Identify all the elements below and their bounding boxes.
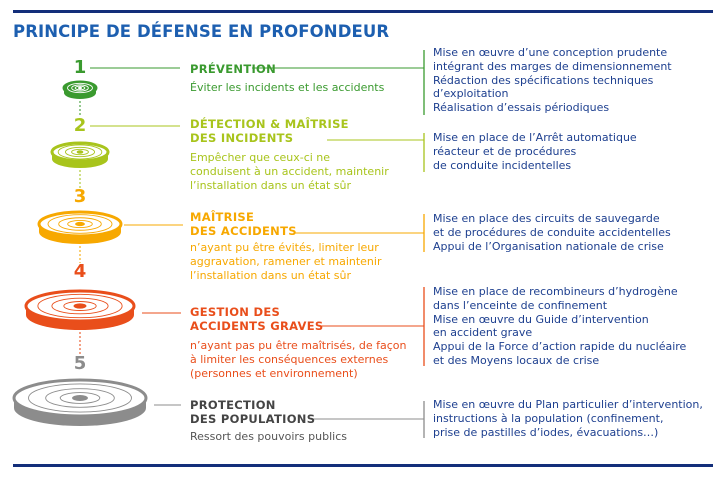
level-title: PROTECTION DES POPULATIONS bbox=[190, 398, 315, 426]
disc-ring bbox=[71, 148, 89, 156]
disc-ring bbox=[57, 144, 103, 160]
level-number: 1 bbox=[73, 57, 87, 78]
level-description: n’ayant pu être évités, limiter leur aggr… bbox=[190, 241, 381, 283]
description-line: Éviter les incidents et les accidents bbox=[190, 81, 385, 94]
level-description: n’ayant pas pu être maîtrisés, de façon à… bbox=[190, 339, 407, 381]
measure-line: d’exploitation bbox=[433, 87, 509, 101]
description-line: Empêcher que ceux-ci ne bbox=[190, 151, 331, 164]
measure-line: réacteur et de procédures bbox=[433, 144, 577, 158]
disc-ring bbox=[59, 392, 101, 404]
description-line: n’ayant pu être évités, limiter leur bbox=[190, 241, 379, 254]
measure-line: Mise en place des circuits de sauvegarde bbox=[433, 212, 660, 225]
bottom-rule bbox=[13, 464, 713, 467]
level-title-line: DES INCIDENTS bbox=[190, 131, 294, 145]
level-number: 4 bbox=[73, 261, 87, 282]
level-description: Ressort des pouvoirs publics bbox=[190, 430, 347, 444]
description-line: à limiter les conséquences externes bbox=[190, 353, 389, 366]
disc-center bbox=[75, 221, 85, 227]
level-measures: Mise en place de l’Arrêt automatique réac… bbox=[433, 131, 637, 172]
disc-center bbox=[76, 150, 84, 154]
level-number: 5 bbox=[73, 353, 87, 374]
disc-ring bbox=[67, 82, 93, 94]
page-title: PRINCIPE DE DÉFENSE EN PROFONDEUR bbox=[13, 22, 390, 41]
measure-line: et de procédures de conduite accidentell… bbox=[433, 225, 671, 239]
disc-ring bbox=[64, 146, 96, 158]
disc-ring bbox=[47, 214, 113, 234]
measure-line: et des Moyens locaux de crise bbox=[433, 353, 600, 367]
disc-ring bbox=[74, 85, 86, 91]
disc-center bbox=[73, 303, 87, 309]
measure-line: Mise en place de l’Arrêt automatique bbox=[433, 131, 637, 144]
level-title: GESTION DES ACCIDENTS GRAVES bbox=[190, 305, 323, 333]
level-description: Empêcher que ceux-ci ne conduisent à un a… bbox=[190, 151, 389, 193]
measure-line: dans l’enceinte de confinement bbox=[433, 298, 608, 312]
top-rule bbox=[13, 10, 713, 13]
level-title: DÉTECTION & MAÎTRISE DES INCIDENTS bbox=[190, 117, 349, 145]
disc-ring bbox=[45, 388, 115, 408]
description-line: n’ayant pas pu être maîtrisés, de façon bbox=[190, 339, 407, 352]
level-number: 2 bbox=[73, 115, 87, 136]
description-line: Ressort des pouvoirs publics bbox=[190, 430, 347, 443]
disc-ring bbox=[58, 217, 102, 231]
description-line: aggravation, ramener et maintenir bbox=[190, 255, 382, 268]
measure-line: intégrant des marges de dimensionnement bbox=[433, 59, 672, 73]
measure-line: Appui de la Force d’action rapide du nuc… bbox=[433, 340, 687, 354]
disc-center bbox=[78, 86, 82, 90]
level-title: PRÉVENTION bbox=[190, 62, 276, 76]
disc-ring bbox=[37, 293, 123, 319]
level-title-line: DES ACCIDENTS bbox=[190, 224, 297, 238]
level-title-line: DES POPULATIONS bbox=[190, 412, 316, 426]
description-line: l’installation dans un état sûr bbox=[190, 269, 352, 282]
measure-line: en accident grave bbox=[433, 326, 533, 340]
level-title-line: ACCIDENTS GRAVES bbox=[190, 319, 324, 333]
level-measures: Mise en œuvre du Plan particulier d’inte… bbox=[433, 398, 703, 439]
measure-line: prise de pastilles d’iodes, évacuations…… bbox=[433, 425, 659, 439]
measure-line: Appui de l’Organisation nationale de cri… bbox=[433, 239, 664, 253]
level-title: MAÎTRISE DES ACCIDENTS bbox=[190, 210, 297, 238]
measure-line: Mise en œuvre du Guide d’intervention bbox=[433, 312, 649, 326]
level-title-line: MAÎTRISE bbox=[190, 210, 255, 224]
disc-ring bbox=[51, 297, 109, 315]
level-title-line: PROTECTION bbox=[190, 398, 276, 412]
disc-ring bbox=[71, 84, 89, 92]
measure-line: Mise en œuvre d’une conception prudente bbox=[433, 46, 668, 59]
disc-ring bbox=[63, 301, 97, 311]
disc-ring bbox=[67, 219, 93, 229]
level-title-line: DÉTECTION & MAÎTRISE bbox=[190, 117, 349, 131]
measure-line: Mise en place de recombineurs d’hydrogèn… bbox=[433, 285, 678, 298]
level-measures: Mise en place des circuits de sauvegarde… bbox=[433, 212, 671, 253]
level-measures: Mise en place de recombineurs d’hydrogèn… bbox=[433, 285, 686, 368]
disc-center bbox=[72, 394, 88, 402]
measure-line: Rédaction des spécifications techniques bbox=[433, 73, 654, 87]
measure-line: instructions à la population (confinemen… bbox=[433, 411, 664, 425]
measure-line: de conduite incidentelles bbox=[433, 158, 572, 172]
disc-ring bbox=[28, 383, 132, 413]
description-line: (personnes et environnement) bbox=[190, 367, 358, 380]
level-number: 3 bbox=[73, 186, 87, 207]
description-line: conduisent à un accident, maintenir bbox=[190, 165, 389, 178]
level-title-line: GESTION DES bbox=[190, 305, 281, 319]
level-description: Éviter les incidents et les accidents bbox=[190, 81, 384, 95]
measure-line: Réalisation d’essais périodiques bbox=[433, 101, 610, 115]
level-title-line: PRÉVENTION bbox=[190, 62, 277, 76]
measure-line: Mise en œuvre du Plan particulier d’inte… bbox=[433, 398, 703, 411]
description-line: l’installation dans un état sûr bbox=[190, 179, 352, 192]
level-measures: Mise en œuvre d’une conception prudente i… bbox=[433, 46, 672, 115]
